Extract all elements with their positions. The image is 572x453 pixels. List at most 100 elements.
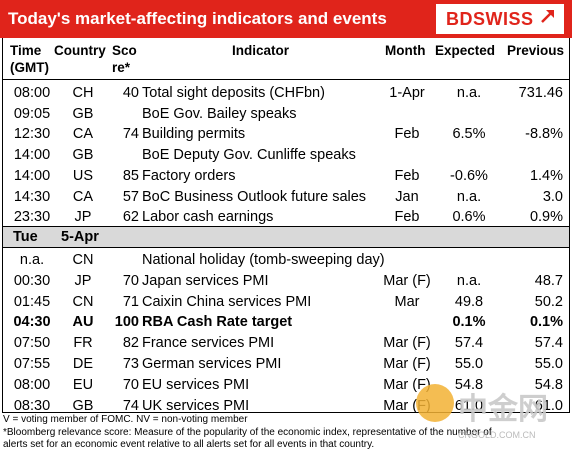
cell-country: GB — [72, 397, 94, 414]
cell-time: 12:30 — [13, 126, 51, 143]
cell-country: GB — [72, 147, 94, 164]
cell-score: 70 — [122, 376, 139, 393]
table-row: 09:05 GB BoE Gov. Bailey speaks — [3, 104, 568, 124]
cell-time: n.a. — [19, 252, 45, 268]
table-frame — [2, 38, 570, 413]
cell-country: GB — [72, 105, 94, 122]
cell-expected: 57.4 — [454, 335, 484, 352]
cell-score: 82 — [122, 335, 139, 352]
cell-score: 74 — [122, 126, 139, 143]
cell-indicator: Caixin China services PMI — [142, 293, 312, 310]
cell-indicator: National holiday (tomb-sweeping day) — [142, 252, 385, 268]
col-header-time-line2: (GMT) — [10, 60, 49, 75]
col-header-score-line2: re* — [112, 60, 131, 75]
cell-previous: 61.0 — [534, 397, 563, 414]
table-row: 08:30 GB 74 UK services PMI Mar (F) 61.0 61.0 — [3, 396, 568, 416]
table-row: 00:30 JP 70 Japan services PMI Mar (F) n.a. 48… — [3, 271, 568, 291]
cell-time: 09:05 — [13, 105, 51, 122]
header-bar: Today's market-affecting indicators and … — [0, 0, 572, 38]
col-header-time: Time (GMT) — [10, 42, 49, 76]
table-row: 08:00 CH 40 Total sight deposits (CHFbn) 1-A… — [3, 83, 568, 103]
table-row: 14:30 CA 57 BoC Business Outlook future sal… — [3, 187, 568, 207]
cell-indicator: Factory orders — [142, 167, 236, 184]
table-row: 01:45 CN 71 Caixin China services PMI Mar 49.… — [3, 292, 568, 312]
table-row: 23:30 JP 62 Labor cash earnings Feb 0.6% 0.9% — [3, 207, 568, 227]
cell-country: AU — [72, 314, 94, 331]
cell-time: 14:00 — [13, 147, 51, 164]
col-header-score-line1: Sco — [112, 43, 137, 58]
cell-expected: 49.8 — [454, 293, 484, 310]
cell-indicator: France services PMI — [142, 335, 275, 352]
cell-time: 23:30 — [13, 209, 51, 226]
cell-previous: -8.8% — [525, 126, 563, 143]
cell-indicator: Building permits — [142, 126, 246, 143]
cell-expected: 55.0 — [454, 356, 484, 372]
cell-indicator: Total sight deposits (CHFbn) — [142, 85, 325, 101]
cell-month: Jan — [395, 188, 419, 205]
cell-score: 74 — [122, 397, 139, 414]
cell-month: Mar (F) — [383, 376, 431, 393]
cell-expected: 0.6% — [452, 209, 486, 226]
cell-country: CN — [72, 293, 94, 310]
cell-country: CH — [72, 85, 94, 101]
cell-time: 14:00 — [13, 167, 51, 184]
cell-previous: 57.4 — [534, 335, 563, 352]
cell-indicator: UK services PMI — [142, 397, 250, 414]
cell-expected: 6.5% — [452, 126, 486, 143]
table-row: 04:30 AU 100 RBA Cash Rate target 0.1% 0.1% — [3, 312, 568, 332]
cell-score: 40 — [122, 85, 139, 101]
col-header-indicator: Indicator — [232, 43, 290, 58]
separator-day: Tue — [13, 229, 38, 245]
cell-previous: 54.8 — [534, 376, 563, 393]
cell-time: 08:00 — [13, 376, 51, 393]
col-header-time-line1: Time — [10, 43, 42, 58]
cell-previous: 50.2 — [534, 293, 563, 310]
cell-score: 70 — [122, 272, 139, 289]
watermark-coin-icon — [416, 384, 454, 422]
table-row: 08:00 EU 70 EU services PMI Mar (F) 54.8 54.8 — [3, 375, 568, 395]
cell-score: 85 — [122, 167, 139, 184]
watermark: 中金网 CNGOLD.COM.CN — [412, 384, 572, 453]
cell-expected: 0.1% — [452, 314, 486, 331]
table-row: 07:55 DE 73 German services PMI Mar (F) 55.0 5… — [3, 354, 568, 374]
page-title: Today's market-affecting indicators and … — [8, 9, 387, 28]
brand-logo: BDSWISS — [436, 4, 564, 34]
cell-previous: 731.46 — [518, 85, 563, 101]
date-separator: Tue 5-Apr — [3, 226, 569, 248]
cell-country: FR — [73, 335, 93, 352]
table-row: 14:00 GB BoE Deputy Gov. Cunliffe speaks — [3, 145, 568, 165]
cell-previous: 3.0 — [542, 188, 563, 205]
cell-country: CN — [72, 252, 94, 268]
cell-indicator: BoC Business Outlook future sales — [142, 188, 367, 205]
cell-score: 73 — [122, 356, 139, 372]
cell-expected: n.a. — [456, 272, 482, 289]
cell-country: CA — [72, 188, 94, 205]
cell-month: Feb — [394, 167, 420, 184]
cell-time: 08:00 — [13, 85, 51, 101]
table-row: 07:50 FR 82 France services PMI Mar (F) 57.4 5… — [3, 333, 568, 353]
table-row: 14:00 US 85 Factory orders Feb -0.6% 1.4% — [3, 166, 568, 186]
cell-month: 1-Apr — [389, 85, 425, 101]
cell-month: Feb — [394, 126, 420, 143]
footnote-score-cont: alerts set for an economic event relativ… — [3, 439, 375, 450]
arrow-up-right-icon — [541, 10, 554, 23]
cell-score: 57 — [122, 188, 139, 205]
watermark-text: 中金网 — [458, 392, 548, 427]
cell-month: Feb — [394, 209, 420, 226]
cell-month: Mar — [394, 293, 420, 310]
cell-previous: 0.9% — [529, 209, 563, 226]
cell-time: 04:30 — [13, 314, 51, 331]
cell-country: JP — [74, 272, 92, 289]
cell-expected: 54.8 — [454, 376, 484, 393]
cell-month: Mar (F) — [383, 272, 431, 289]
watermark-subtext: CNGOLD.COM.CN — [458, 430, 536, 440]
footnote-score: *Bloomberg relevance score: Measure of t… — [3, 427, 492, 438]
cell-previous: 0.1% — [529, 314, 563, 331]
cell-time: 00:30 — [13, 272, 51, 289]
cell-expected: -0.6% — [450, 167, 488, 184]
separator-date: 5-Apr — [61, 229, 99, 245]
col-header-previous: Previous — [507, 43, 565, 58]
cell-country: CA — [72, 126, 94, 143]
cell-expected: 61.0 — [454, 397, 484, 414]
cell-score: 62 — [122, 209, 139, 226]
